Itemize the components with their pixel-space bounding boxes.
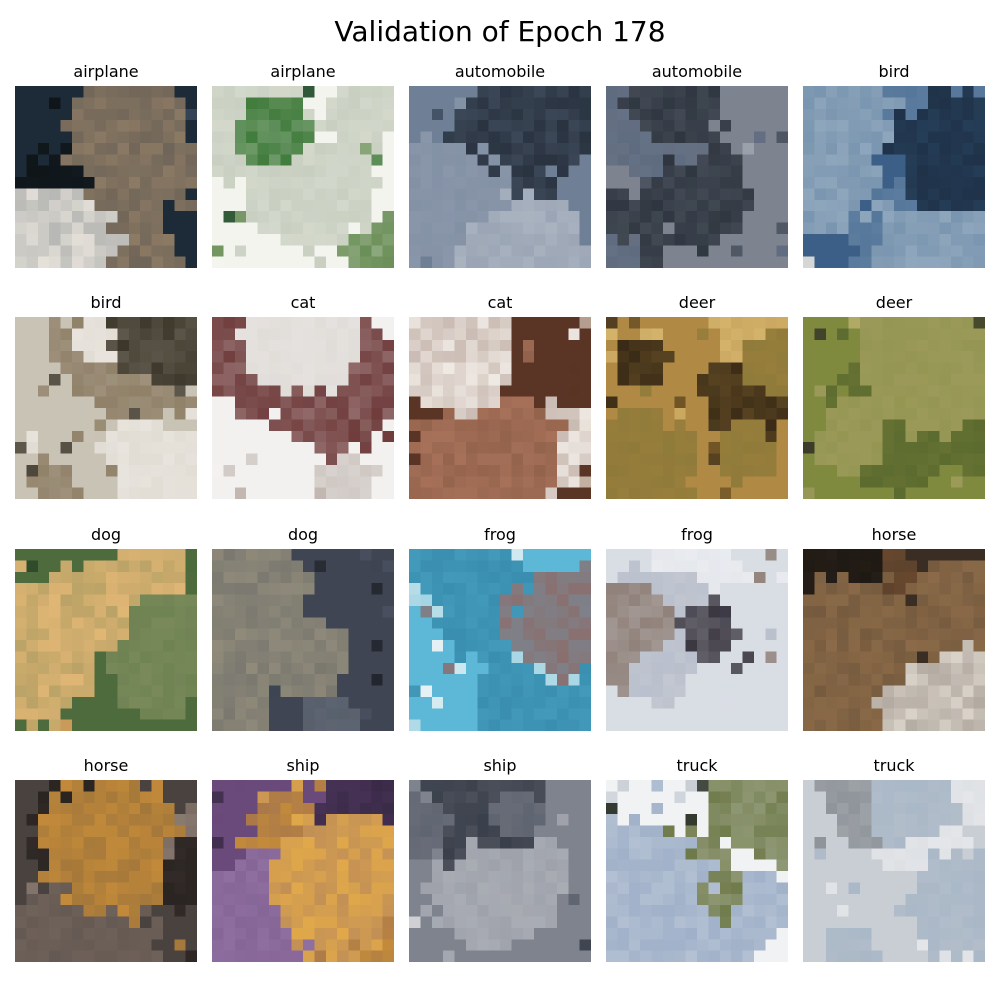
generated-sample-image bbox=[803, 549, 985, 731]
generated-sample-image bbox=[606, 317, 788, 499]
sample-label: ship bbox=[212, 756, 394, 776]
generated-sample-image bbox=[409, 780, 591, 962]
generated-sample-image bbox=[15, 317, 197, 499]
sample-label: bird bbox=[803, 62, 985, 82]
sample-label: truck bbox=[606, 756, 788, 776]
sample-label: ship bbox=[409, 756, 591, 776]
generated-sample-image bbox=[15, 86, 197, 268]
generated-sample-image bbox=[803, 86, 985, 268]
sample-label: cat bbox=[212, 293, 394, 313]
generated-sample-image bbox=[212, 780, 394, 962]
sample-label: dog bbox=[15, 525, 197, 545]
sample-label: dog bbox=[212, 525, 394, 545]
sample-label: horse bbox=[15, 756, 197, 776]
sample-label: frog bbox=[606, 525, 788, 545]
generated-sample-image bbox=[409, 317, 591, 499]
sample-label: automobile bbox=[409, 62, 591, 82]
generated-sample-image bbox=[409, 549, 591, 731]
sample-label: deer bbox=[606, 293, 788, 313]
generated-sample-image bbox=[803, 317, 985, 499]
generated-sample-image bbox=[212, 549, 394, 731]
generated-sample-image bbox=[212, 317, 394, 499]
generated-sample-image bbox=[803, 780, 985, 962]
sample-label: airplane bbox=[15, 62, 197, 82]
sample-label: frog bbox=[409, 525, 591, 545]
sample-label: cat bbox=[409, 293, 591, 313]
sample-label: automobile bbox=[606, 62, 788, 82]
generated-sample-image bbox=[606, 86, 788, 268]
sample-label: deer bbox=[803, 293, 985, 313]
sample-label: horse bbox=[803, 525, 985, 545]
generated-sample-image bbox=[15, 780, 197, 962]
sample-label: truck bbox=[803, 756, 985, 776]
sample-label: bird bbox=[15, 293, 197, 313]
sample-label: airplane bbox=[212, 62, 394, 82]
generated-sample-image bbox=[409, 86, 591, 268]
generated-sample-image bbox=[606, 780, 788, 962]
generated-sample-image bbox=[15, 549, 197, 731]
generated-sample-image bbox=[212, 86, 394, 268]
generated-sample-image bbox=[606, 549, 788, 731]
figure-title: Validation of Epoch 178 bbox=[0, 14, 1000, 50]
